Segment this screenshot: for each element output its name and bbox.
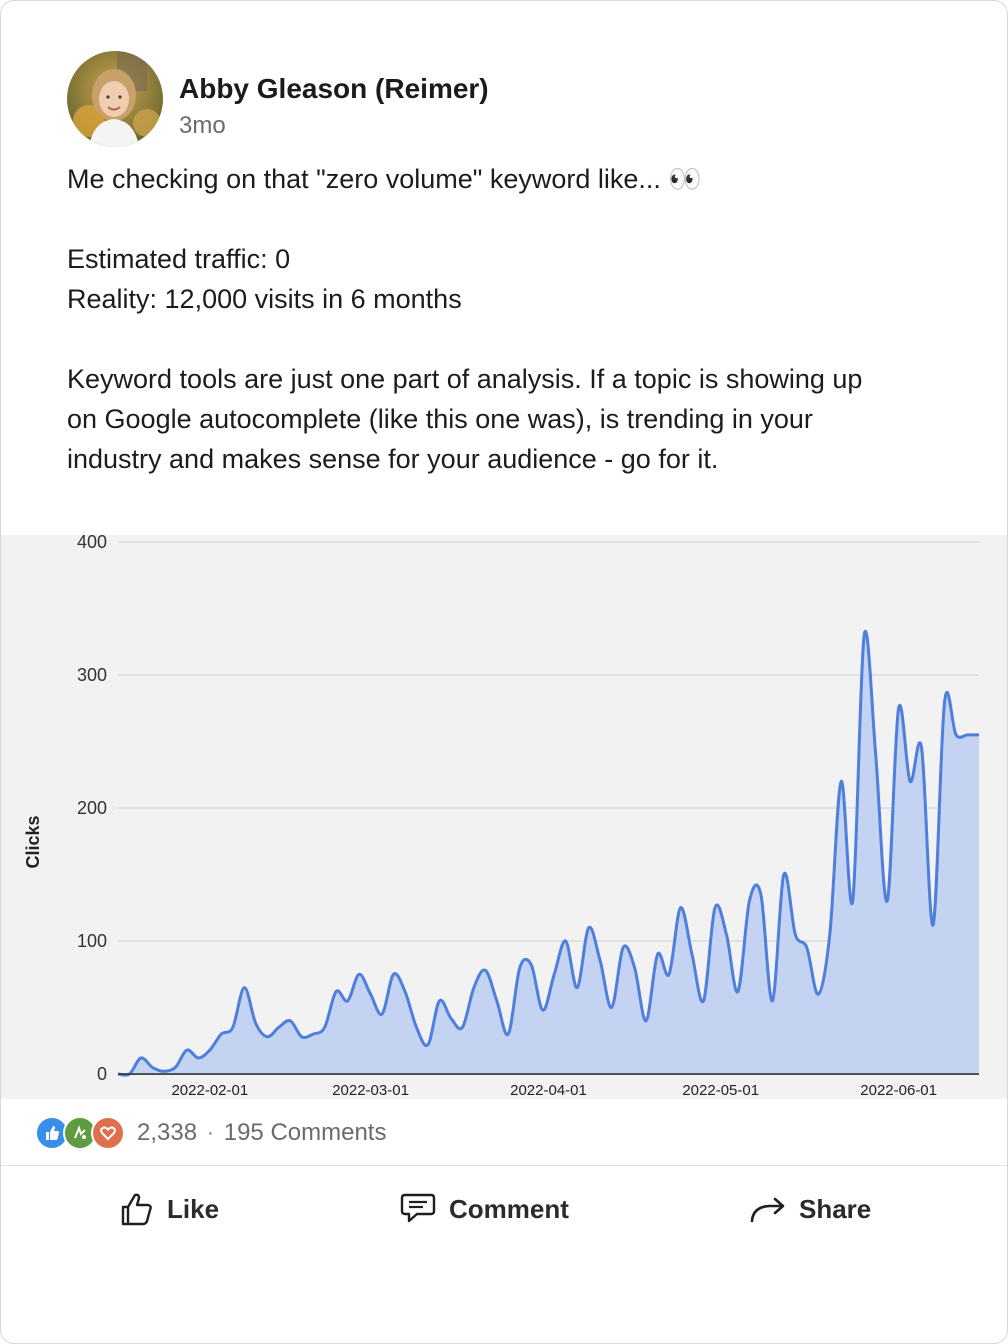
share-label: Share bbox=[799, 1193, 872, 1224]
thumbs-up-icon bbox=[35, 1116, 69, 1150]
clicks-chart[interactable]: 0 100 200 300 400 Clicks 2022-02-01 2022-03-01 2… bbox=[1, 535, 1007, 1099]
x-tick-label: 2022-06-01 bbox=[860, 1082, 937, 1099]
author-name[interactable]: Abby Gleason (Reimer) bbox=[179, 73, 489, 104]
x-tick-label: 2022-02-01 bbox=[171, 1082, 248, 1099]
like-label: Like bbox=[167, 1193, 220, 1224]
x-tick-label: 2022-03-01 bbox=[332, 1082, 409, 1099]
comment-icon bbox=[399, 1191, 437, 1227]
post-line: industry and makes sense for your audien… bbox=[67, 444, 719, 474]
y-axis-label: Clicks bbox=[23, 815, 43, 868]
post-line: Estimated traffic: 0 bbox=[67, 244, 291, 274]
series-area bbox=[118, 631, 979, 1076]
comments-count[interactable]: 195 Comments bbox=[223, 1119, 387, 1146]
reactions-bar[interactable]: 2,338 · 195 Comments bbox=[35, 1115, 386, 1151]
post-line: Me checking on that "zero volume" keywor… bbox=[67, 164, 703, 194]
y-tick-label: 400 bbox=[77, 535, 107, 552]
y-tick-label: 200 bbox=[77, 798, 107, 818]
action-bar: Like Comment Share bbox=[1, 1171, 1007, 1251]
chart-svg: 0 100 200 300 400 Clicks 2022-02-01 2022-03-01 2… bbox=[23, 535, 979, 1099]
y-tick-label: 300 bbox=[77, 665, 107, 685]
y-tick-label: 100 bbox=[77, 931, 107, 951]
y-tick-label: 0 bbox=[97, 1064, 107, 1084]
post-line: Keyword tools are just one part of analy… bbox=[67, 364, 863, 394]
separator-dot: · bbox=[207, 1121, 214, 1144]
x-tick-label: 2022-05-01 bbox=[682, 1082, 759, 1099]
share-arrow-icon bbox=[749, 1191, 787, 1227]
post-text: Me checking on that "zero volume" keywor… bbox=[67, 159, 947, 479]
author-avatar[interactable] bbox=[67, 51, 163, 147]
like-button[interactable]: Like bbox=[119, 1171, 219, 1247]
post-line: Reality: 12,000 visits in 6 months bbox=[67, 284, 462, 314]
comment-label: Comment bbox=[449, 1193, 569, 1224]
thumbs-up-icon bbox=[119, 1191, 155, 1227]
divider bbox=[1, 1165, 1007, 1166]
heart-icon bbox=[91, 1116, 125, 1150]
post-line: on Google autocomplete (like this one wa… bbox=[67, 404, 813, 434]
post-timestamp: 3mo bbox=[179, 112, 226, 139]
series-line bbox=[117, 630, 979, 1077]
comment-button[interactable]: Comment bbox=[399, 1171, 569, 1247]
share-button[interactable]: Share bbox=[749, 1171, 871, 1247]
reaction-count[interactable]: 2,338 bbox=[137, 1119, 198, 1146]
x-tick-label: 2022-04-01 bbox=[510, 1082, 587, 1099]
